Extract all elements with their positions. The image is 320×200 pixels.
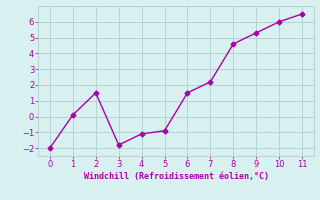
X-axis label: Windchill (Refroidissement éolien,°C): Windchill (Refroidissement éolien,°C): [84, 172, 268, 181]
